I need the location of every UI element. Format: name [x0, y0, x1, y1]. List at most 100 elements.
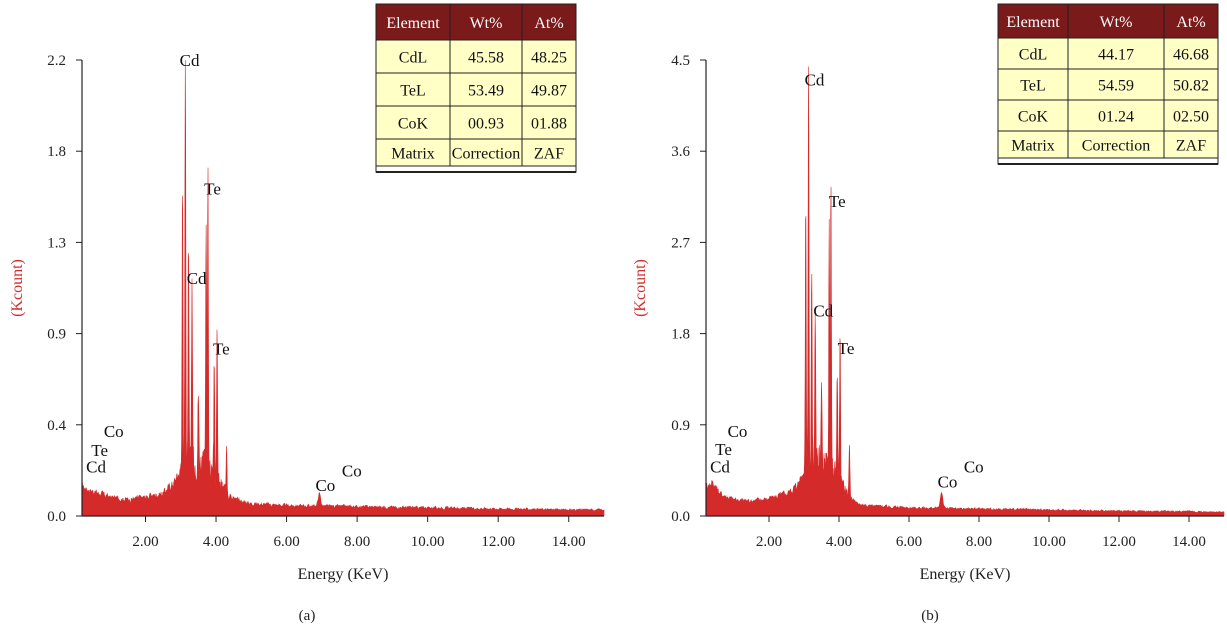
table-cell: [449, 138, 523, 167]
table-cell: [997, 99, 1069, 132]
table-header-cell: [1067, 3, 1165, 39]
table-cell-text: 02.50: [1173, 109, 1209, 126]
table-header-text: Element: [1006, 14, 1060, 31]
table-cell-text: 45.58: [468, 50, 504, 67]
peak-label: Cd: [805, 70, 825, 89]
y-axis-title: (Kcount): [9, 259, 26, 317]
peak-label: Te: [715, 440, 732, 459]
table-cell: [1067, 130, 1165, 159]
peak-label: Te: [213, 339, 230, 358]
peak-label: Cd: [813, 301, 833, 320]
table-cell-text: CoK: [1018, 109, 1049, 126]
table-cell-text: TeL: [400, 83, 426, 100]
peak-label: Co: [728, 422, 748, 441]
x-tick-label: 10.00: [1032, 534, 1066, 550]
table-cell: [375, 138, 451, 167]
table-cell: [1067, 99, 1165, 132]
x-tick-label: 2.00: [132, 534, 158, 550]
y-tick-label: 4.5: [671, 53, 690, 69]
table-cell-text: 01.24: [1098, 109, 1134, 126]
table-cell-text: 53.49: [468, 83, 504, 100]
table-cell: [375, 39, 451, 74]
table-cell-text: TeL: [1020, 78, 1046, 95]
panel-label: (a): [299, 608, 316, 624]
table-cell-text: 54.59: [1098, 78, 1134, 95]
table-cell-text: CdL: [399, 50, 427, 67]
x-axis-title: Energy (KeV): [920, 566, 1011, 583]
peak-label: Te: [829, 192, 846, 211]
x-tick-label: 6.00: [896, 534, 922, 550]
spectrum-area: [705, 66, 1225, 517]
composition-table: Element Wt% At% CdL 44.17 46.68 TeL 54.59 50.82 C…: [997, 3, 1219, 165]
y-tick-label: 1.3: [47, 235, 66, 251]
x-tick-label: 6.00: [273, 534, 299, 550]
table-header-text: Wt%: [1100, 14, 1133, 31]
x-tick-label: 12.00: [481, 534, 515, 550]
table-cell-text: 49.87: [531, 83, 567, 100]
table-cell: [449, 105, 523, 140]
table-cell: [1163, 130, 1219, 159]
chart-panel-a: 0.0 0.4 0.9 1.3 1.8 2.2 2.00 4.00 6.00 8.00 10.00 1…: [9, 3, 605, 624]
y-tick-label: 0.4: [47, 418, 66, 434]
table-cell-text: 00.93: [468, 116, 504, 133]
x-tick-label: 10.00: [411, 534, 445, 550]
table-header-cell: [1163, 3, 1219, 39]
table-cell: [1067, 68, 1165, 101]
table-cell-text: 01.88: [531, 116, 567, 133]
table-header-text: At%: [534, 15, 563, 32]
y-axis-title: (Kcount): [632, 259, 649, 317]
composition-table: Element Wt% At% CdL 45.58 48.25 TeL 53.49 49.87 C…: [375, 3, 577, 173]
chart-panel-b: 0.0 0.9 1.8 2.7 3.6 4.5 2.00 4.00 6.00 8.00 10.00 1…: [632, 3, 1225, 624]
table-cell: [1163, 68, 1219, 101]
table-cell: [1163, 37, 1219, 70]
table-cell: [521, 105, 577, 140]
peak-label: Co: [315, 476, 335, 495]
peak-label: Te: [204, 180, 221, 199]
peak-label: Cd: [710, 457, 730, 476]
x-axis-title: Energy (KeV): [298, 566, 389, 583]
table-cell-text: CoK: [398, 116, 429, 133]
x-tick-label: 2.00: [756, 534, 782, 550]
peak-label: Co: [104, 422, 124, 441]
table-header-text: At%: [1176, 14, 1205, 31]
peak-label: Co: [938, 473, 958, 492]
table-cell-text: CdL: [1019, 47, 1047, 64]
table-cell-text: Correction: [452, 146, 520, 163]
peak-label: Te: [838, 339, 855, 358]
table-cell: [997, 37, 1069, 70]
peak-label: Cd: [187, 269, 207, 288]
table-cell: [997, 130, 1069, 159]
table-header-cell: [997, 3, 1069, 39]
table-cell-text: 50.82: [1173, 78, 1209, 95]
spectrum-area: [81, 59, 605, 517]
table-cell-text: 44.17: [1098, 47, 1134, 64]
table-cell: [1067, 37, 1165, 70]
y-tick-label: 1.8: [47, 144, 66, 160]
table-cell-text: 48.25: [531, 50, 567, 67]
y-tick-label: 0.0: [47, 509, 66, 525]
peak-label: Co: [342, 462, 362, 481]
y-tick-label: 0.0: [671, 509, 690, 525]
y-tick-label: 2.7: [671, 235, 690, 251]
table-cell: [521, 138, 577, 167]
x-tick-label: 14.00: [1172, 534, 1206, 550]
y-tick-label: 3.6: [671, 144, 690, 160]
x-tick-label: 4.00: [203, 534, 229, 550]
y-tick-label: 2.2: [47, 53, 66, 69]
table-cell-text: Matrix: [391, 146, 435, 163]
x-tick-label: 8.00: [966, 534, 992, 550]
y-tick-label: 1.8: [671, 327, 690, 343]
table-cell-text: ZAF: [1176, 138, 1206, 155]
table-cell-text: 46.68: [1173, 47, 1209, 64]
y-tick-label: 0.9: [47, 327, 66, 343]
table-cell: [449, 39, 523, 74]
x-tick-label: 12.00: [1102, 534, 1136, 550]
table-cell-text: Correction: [1082, 138, 1150, 155]
panel-label: (b): [921, 608, 939, 624]
table-header-text: Element: [386, 15, 440, 32]
table-cell: [375, 72, 451, 107]
x-tick-label: 4.00: [826, 534, 852, 550]
table-cell: [521, 72, 577, 107]
x-tick-label: 14.00: [552, 534, 586, 550]
